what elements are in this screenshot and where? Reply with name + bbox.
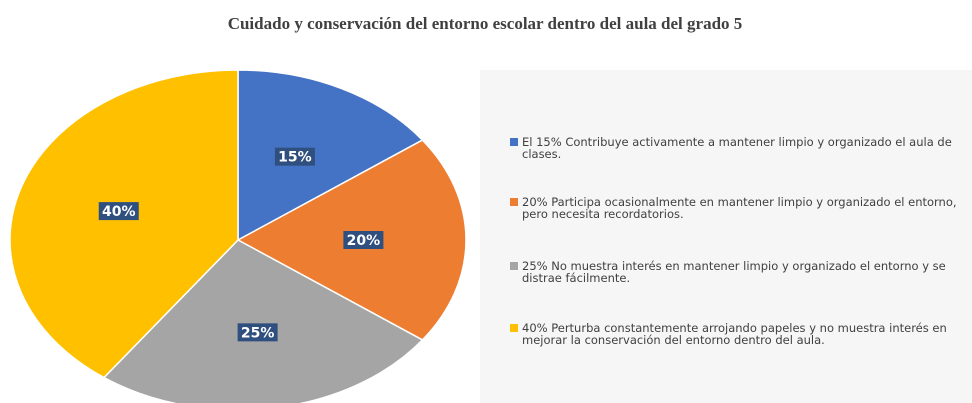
- legend: El 15% Contribuye activamente a mantener…: [480, 70, 972, 403]
- legend-item: 25% No muestra interés en mantener limpi…: [510, 260, 972, 284]
- legend-marker: [510, 262, 518, 270]
- data-label-bg: [98, 202, 139, 221]
- data-label: 40%: [98, 202, 139, 221]
- data-label-text: 25%: [241, 325, 275, 341]
- legend-item: El 15% Contribuye activamente a mantener…: [510, 136, 972, 160]
- legend-item: 40% Perturba constantemente arrojando pa…: [510, 322, 972, 346]
- data-label-bg: [274, 147, 315, 166]
- data-label-text: 15%: [278, 150, 312, 166]
- data-label-text: 20%: [347, 233, 381, 249]
- legend-label: 40% Perturba constantemente arrojando pa…: [522, 321, 947, 347]
- legend-marker: [510, 138, 518, 146]
- legend-label: El 15% Contribuye activamente a mantener…: [522, 135, 952, 161]
- chart-title: Cuidado y conservación del entorno escol…: [227, 14, 743, 33]
- pie-slice: [102, 239, 424, 403]
- data-label: 20%: [343, 231, 384, 249]
- legend-marker: [510, 324, 518, 332]
- legend-label: 20% Participa ocasionalmente en mantener…: [522, 195, 957, 221]
- pie-slice: [237, 69, 424, 242]
- data-label: 25%: [237, 323, 278, 342]
- legend-item: 20% Participa ocasionalmente en mantener…: [510, 196, 972, 220]
- data-label-text: 40%: [102, 204, 136, 220]
- data-label-bg: [237, 323, 278, 342]
- pie-slice: [9, 69, 239, 379]
- legend-label: 25% No muestra interés en mantener limpi…: [522, 259, 946, 285]
- legend-marker: [510, 198, 518, 206]
- data-label: 15%: [274, 147, 315, 166]
- data-label-bg: [343, 231, 384, 249]
